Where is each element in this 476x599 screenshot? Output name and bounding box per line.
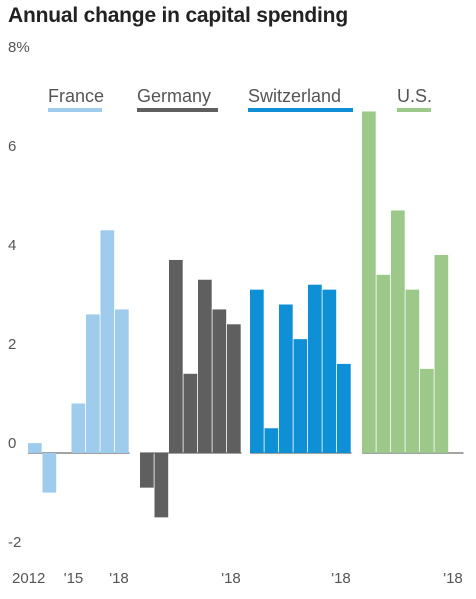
y-tick-label: 0 bbox=[8, 435, 16, 452]
bar-switzerland-2014 bbox=[279, 304, 293, 453]
legend-label: France bbox=[48, 86, 104, 106]
bar-u-s-2015 bbox=[405, 289, 420, 453]
legend-swatch bbox=[137, 108, 218, 112]
x-tick-label: '18 bbox=[443, 570, 463, 587]
bar-switzerland-2018 bbox=[337, 363, 351, 453]
x-tick-label: '18 bbox=[109, 570, 129, 587]
x-tick-label: 2012 bbox=[12, 570, 45, 587]
series-switzerland: Switzerland '18 bbox=[248, 86, 353, 587]
bar-switzerland-2017 bbox=[322, 289, 337, 453]
legend-label: Switzerland bbox=[248, 86, 341, 106]
bar-u-s-2012 bbox=[362, 111, 376, 453]
series-u-s: U.S. '18 bbox=[362, 86, 464, 587]
bar-germany-2018 bbox=[227, 324, 241, 453]
bar-france-2012 bbox=[28, 443, 42, 453]
bar-germany-2012 bbox=[140, 453, 154, 488]
bar-france-2015 bbox=[71, 403, 86, 453]
x-tick-label: '18 bbox=[331, 570, 351, 587]
bar-u-s-2014 bbox=[391, 210, 405, 453]
bar-u-s-2016 bbox=[420, 368, 434, 453]
legend-swatch bbox=[248, 108, 353, 112]
bar-germany-2013 bbox=[154, 453, 169, 518]
bar-germany-2015 bbox=[183, 373, 198, 453]
legend-label: Germany bbox=[137, 86, 211, 106]
y-tick-label: 4 bbox=[8, 237, 16, 254]
bar-germany-2016 bbox=[198, 279, 212, 453]
bar-u-s-2017 bbox=[434, 255, 449, 453]
series-germany: Germany '18 bbox=[137, 86, 242, 587]
bar-switzerland-2015 bbox=[293, 339, 308, 453]
bar-u-s-2013 bbox=[376, 274, 391, 453]
bar-germany-2014 bbox=[169, 259, 183, 453]
legend-label: U.S. bbox=[397, 86, 432, 106]
series-france: France 2012 '15 '18 bbox=[12, 86, 130, 587]
y-tick-label: 2 bbox=[8, 336, 16, 353]
x-tick-label: '15 bbox=[64, 570, 84, 587]
bar-switzerland-2012 bbox=[250, 289, 264, 453]
y-tick-label: 8% bbox=[8, 39, 30, 56]
chart-title: Annual change in capital spending bbox=[8, 4, 348, 27]
x-tick-label: '18 bbox=[221, 570, 241, 587]
bar-germany-2017 bbox=[212, 309, 227, 453]
y-tick-label: 6 bbox=[8, 138, 16, 155]
bar-switzerland-2013 bbox=[264, 428, 279, 453]
bar-france-2018 bbox=[115, 309, 129, 453]
legend-swatch bbox=[48, 108, 102, 112]
bar-france-2013 bbox=[42, 453, 57, 493]
bar-france-2016 bbox=[86, 314, 100, 453]
y-axis: 8% 6 4 2 0 -2 bbox=[8, 39, 30, 551]
y-tick-label: -2 bbox=[8, 534, 21, 551]
bar-switzerland-2016 bbox=[308, 284, 322, 453]
bar-france-2017 bbox=[100, 230, 115, 453]
legend-swatch bbox=[397, 108, 431, 112]
